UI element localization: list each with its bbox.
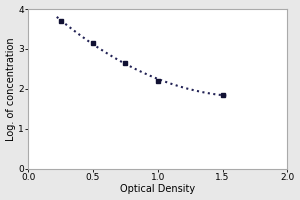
X-axis label: Optical Density: Optical Density [120, 184, 195, 194]
Y-axis label: Log. of concentration: Log. of concentration [6, 37, 16, 141]
